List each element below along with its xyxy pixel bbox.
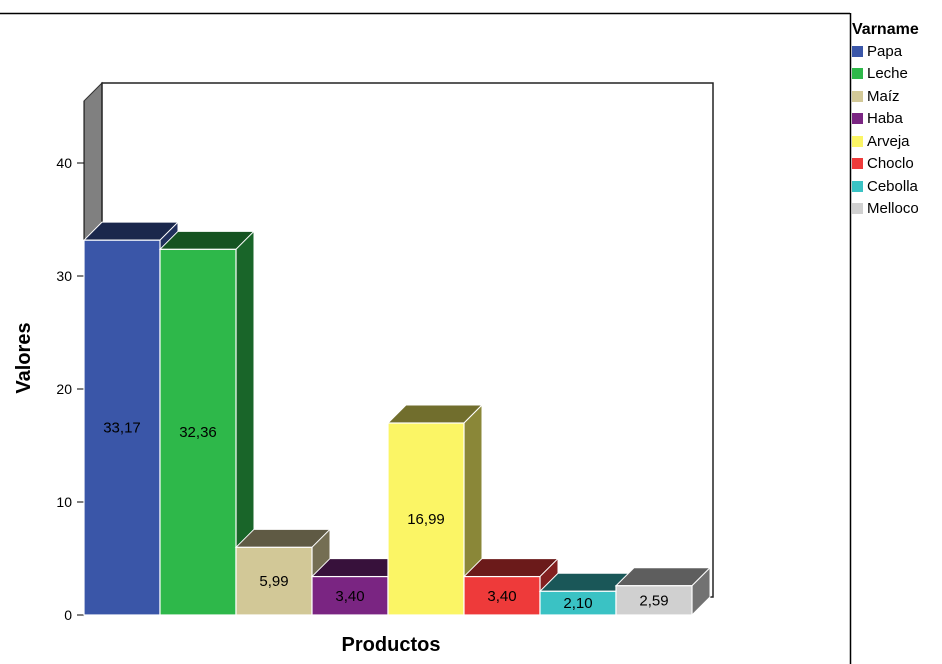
legend-item-arveja: Arveja (852, 130, 942, 153)
legend-swatch (852, 90, 863, 102)
legend-item-haba: Haba (852, 108, 942, 131)
bar-value-label: 16,99 (407, 511, 445, 528)
bar-leche: 32,36 (158, 230, 256, 617)
legend-label: Cebolla (867, 177, 918, 195)
y-tick-label: 40 (56, 155, 72, 171)
bar-front-face (83, 239, 161, 616)
legend-label: Maíz (867, 87, 900, 105)
legend-swatch (852, 113, 863, 125)
y-tick-label: 10 (56, 494, 72, 510)
bar-haba: 3,40 (310, 557, 408, 617)
bars: 33,17 32,36 5,99 3,40 16,99 3,40 2,10 2,59 (82, 220, 712, 617)
legend-item-leche: Leche (852, 63, 942, 86)
y-tick-label: 0 (64, 607, 72, 623)
legend-swatch (852, 68, 863, 80)
legend-label: Haba (867, 110, 903, 128)
legend-swatch (852, 158, 863, 170)
bar-front-face (387, 422, 465, 616)
bar-melloco: 2,59 (614, 566, 712, 617)
legend-swatch (852, 180, 863, 192)
y-axis-title: Valores (13, 322, 35, 393)
bar-value-label: 3,40 (487, 588, 516, 605)
legend-item-cebolla: Cebolla (852, 175, 942, 198)
legend-label: Leche (867, 65, 908, 83)
legend-swatch (852, 135, 863, 147)
legend-label: Arveja (867, 132, 910, 150)
legend-item-papa: Papa (852, 40, 942, 63)
y-axis: 0 10 20 30 40 (56, 101, 85, 623)
y-tick-label: 20 (56, 381, 72, 397)
bar-front-face (615, 585, 693, 616)
y-tick-label: 30 (56, 268, 72, 284)
legend-label: Choclo (867, 155, 914, 173)
bar-front-face (311, 575, 389, 616)
bar-maíz: 5,99 (234, 528, 332, 617)
legend-item-choclo: Choclo (852, 153, 942, 176)
legend-swatch (852, 203, 863, 215)
legend-items: Papa Leche Maíz Haba Arveja Choclo Cebolla Mell… (852, 40, 942, 220)
bar-value-label: 3,40 (335, 588, 364, 605)
bar-front-face (159, 248, 237, 616)
bar-value-label: 33,17 (103, 420, 141, 437)
legend: Varname Papa Leche Maíz Haba Arveja Choclo Ceb… (852, 20, 942, 220)
legend-swatch (852, 45, 863, 57)
bar-value-label: 32,36 (179, 424, 217, 441)
bar-front-face (463, 575, 541, 616)
legend-label: Papa (867, 42, 903, 60)
legend-title: Varname (852, 21, 919, 38)
bar-value-label: 2,10 (563, 595, 592, 612)
legend-label: Melloco (867, 200, 919, 218)
bar-value-label: 2,59 (639, 592, 668, 609)
legend-item-melloco: Melloco (852, 198, 942, 221)
x-axis-title: Productos (342, 634, 441, 656)
legend-item-maíz: Maíz (852, 85, 942, 108)
bar-value-label: 5,99 (259, 573, 288, 590)
